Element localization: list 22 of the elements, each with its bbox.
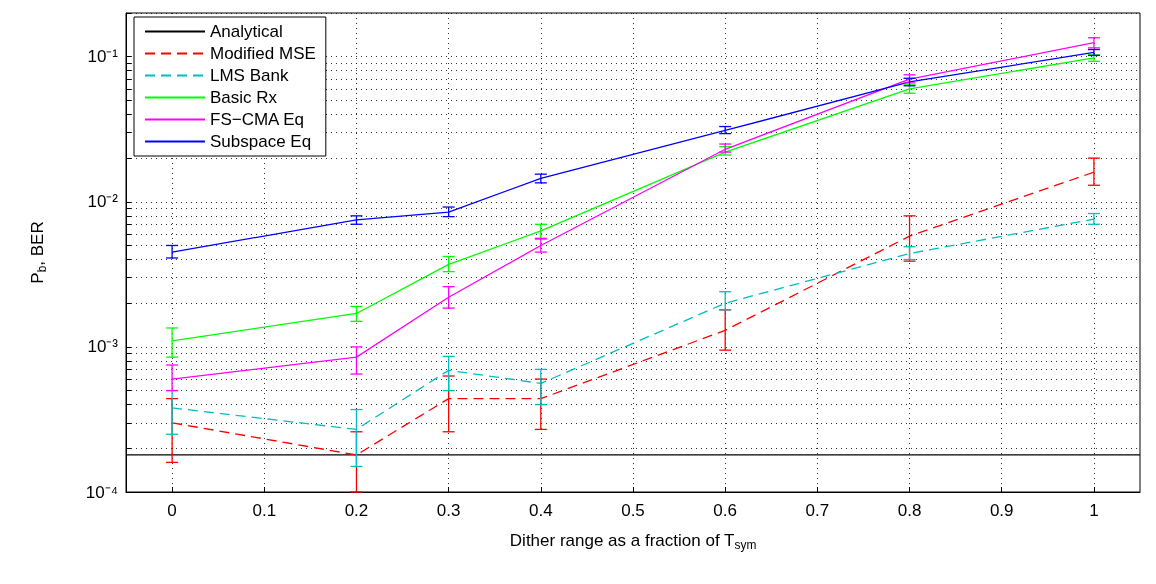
x-tick-label: 0.7 (805, 501, 830, 520)
legend-label: Subspace Eq (210, 132, 312, 151)
legend-label: Analytical (210, 22, 283, 41)
legend-label: FS−CMA Eq (210, 110, 305, 129)
y-tick-label: 10⁻² (87, 192, 119, 212)
y-tick-label: 10⁻¹ (87, 47, 119, 67)
x-tick-label: 0 (167, 501, 177, 520)
y-tick-label: 10⁻⁴ (85, 482, 118, 502)
x-tick-label: 0.2 (344, 501, 369, 520)
x-tick-label: 0.1 (252, 501, 277, 520)
x-tick-label: 0.5 (621, 501, 645, 520)
x-tick-label: 0.6 (713, 501, 737, 520)
x-tick-label: 0.3 (436, 501, 461, 520)
legend-label: Basic Rx (210, 88, 278, 107)
x-tick-label: 0.4 (529, 501, 553, 520)
y-tick-label: 10⁻³ (87, 337, 119, 357)
x-tick-label: 1 (1089, 501, 1099, 520)
legend-label: Modified MSE (210, 44, 316, 63)
x-tick-label: 0.9 (989, 501, 1014, 520)
legend-label: LMS Bank (210, 66, 289, 85)
x-tick-label: 0.8 (897, 501, 922, 520)
y-axis-title: Pb, BER (27, 221, 49, 284)
